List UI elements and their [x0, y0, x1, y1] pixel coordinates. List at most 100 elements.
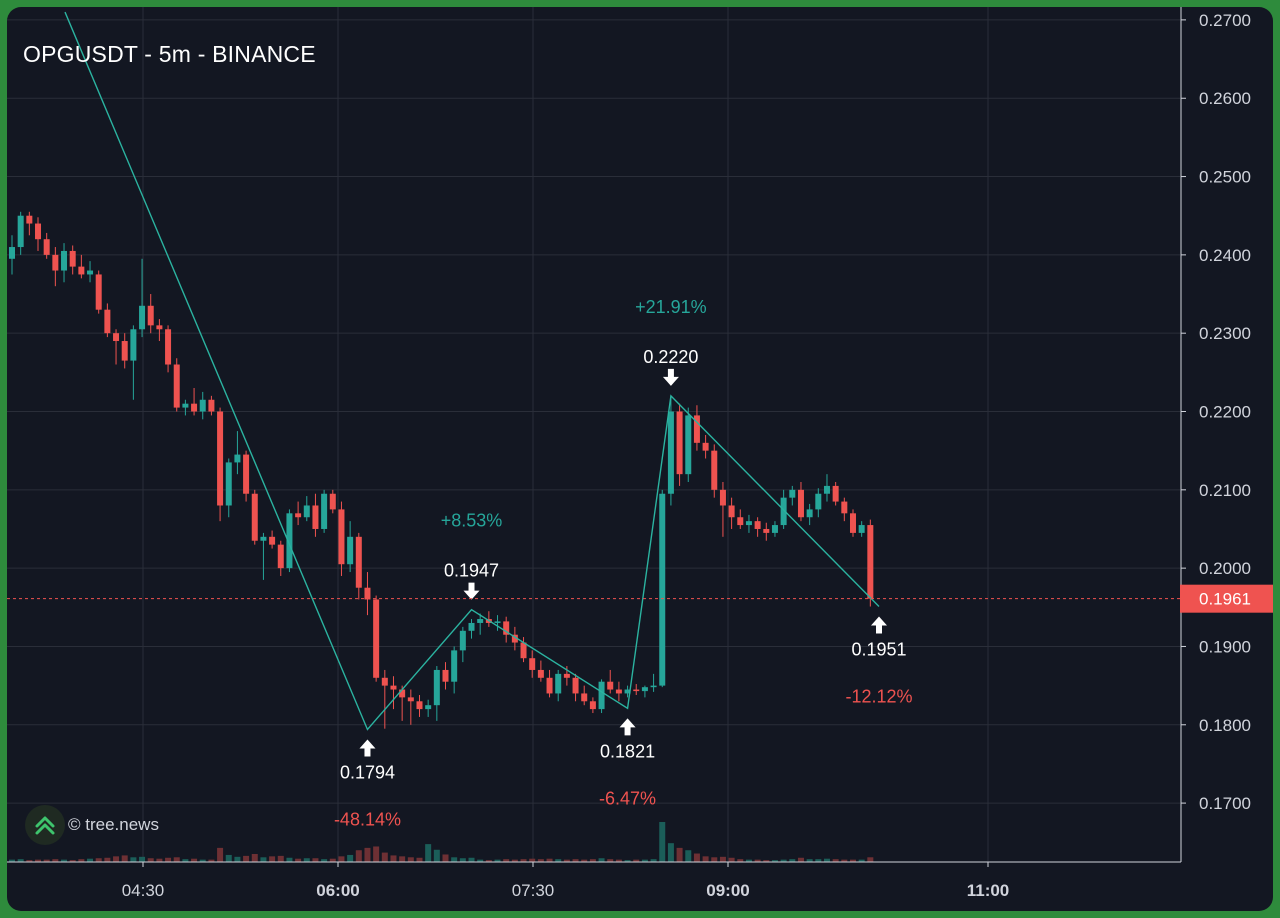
- candle-body: [555, 673, 562, 694]
- volume-bar: [225, 854, 232, 862]
- candle: [494, 615, 501, 631]
- candle-body: [425, 705, 432, 710]
- candle-body: [823, 485, 830, 494]
- x-tick-label: 04:30: [122, 881, 165, 900]
- candle-body: [433, 669, 440, 706]
- volume-bar: [841, 859, 848, 862]
- candle: [182, 399, 189, 416]
- candle: [234, 431, 241, 475]
- volume-bar: [130, 857, 137, 862]
- volume-bar: [69, 860, 76, 862]
- pivot-change-label: -48.14%: [334, 809, 401, 829]
- candle: [69, 245, 76, 275]
- pivot-change-label: +21.91%: [635, 297, 707, 317]
- candle: [702, 435, 709, 459]
- volume-bar: [745, 859, 752, 862]
- candle-body: [737, 517, 744, 526]
- candle-body: [17, 215, 24, 248]
- y-tick-label: 0.2700: [1199, 11, 1251, 30]
- pivot-arrow-up-icon: [619, 718, 636, 736]
- candle-body: [199, 399, 206, 412]
- candle-body: [78, 266, 85, 275]
- candle-body: [563, 673, 570, 678]
- volume-bar: [659, 822, 666, 862]
- candle-body: [624, 689, 631, 694]
- candle: [425, 699, 432, 717]
- candle: [520, 637, 527, 663]
- candle: [711, 444, 718, 498]
- candlestick-chart[interactable]: 0.1794 -48.14% 0.1947 +8.53% 0.1821 -6.47% 0.2…: [7, 7, 1273, 911]
- candle-body: [208, 399, 215, 412]
- candle-body: [303, 505, 310, 518]
- volume-bar: [797, 857, 804, 862]
- volume-bar: [312, 858, 319, 862]
- volume-bar: [529, 858, 536, 862]
- pivot-arrow-up-icon: [871, 616, 887, 634]
- candle: [754, 517, 761, 537]
- volume-bar: [321, 859, 328, 862]
- volume-bar: [61, 859, 68, 862]
- candle: [390, 676, 397, 710]
- candle-body: [347, 536, 354, 565]
- volume-bar: [329, 858, 336, 862]
- candle: [633, 684, 640, 696]
- current-price-tag: [1180, 584, 1273, 613]
- candle-body: [95, 274, 102, 310]
- volume-bar: [277, 855, 284, 862]
- candle-body: [156, 325, 163, 330]
- candle-body: [416, 701, 423, 710]
- volume-bar: [399, 856, 406, 862]
- candle: [858, 521, 865, 537]
- candle: [529, 650, 536, 678]
- candle: [191, 388, 198, 416]
- candle: [806, 503, 813, 526]
- candle: [468, 619, 475, 639]
- candle: [347, 521, 354, 573]
- candle: [61, 243, 68, 283]
- pivot-price-label: 0.1947: [444, 561, 499, 581]
- grid: [7, 7, 1180, 862]
- candle-body: [477, 619, 484, 623]
- candle-body: [520, 642, 527, 659]
- candle-body: [806, 509, 813, 518]
- volume-bar: [451, 857, 458, 862]
- candle-body: [728, 505, 735, 518]
- candle: [745, 514, 752, 533]
- volume-bar: [754, 859, 761, 862]
- pivot-change-label: +8.53%: [441, 511, 503, 531]
- candle-body: [867, 525, 874, 599]
- volume-bar: [685, 850, 692, 862]
- pivot-arrow-down-icon: [662, 368, 679, 386]
- candle: [312, 493, 319, 537]
- candle-body: [69, 250, 76, 267]
- candle-body: [113, 333, 120, 342]
- volume-bar: [139, 856, 146, 862]
- candle: [763, 522, 770, 541]
- candle-body: [676, 411, 683, 475]
- candle-body: [589, 701, 596, 710]
- volume-bar: [711, 857, 718, 862]
- candle-body: [329, 493, 336, 510]
- volume-bar: [503, 859, 510, 862]
- volume-bar: [650, 859, 657, 862]
- volume-bar: [295, 858, 302, 862]
- candle-body: [572, 677, 579, 694]
- candle: [95, 270, 102, 314]
- candle: [416, 695, 423, 717]
- candle: [641, 685, 648, 698]
- candle-body: [607, 681, 614, 690]
- candle-body: [529, 658, 536, 670]
- candle-body: [745, 521, 752, 526]
- volume-bar: [615, 859, 622, 862]
- candle-body: [373, 599, 380, 678]
- volume-bar: [347, 854, 354, 862]
- candle: [685, 407, 692, 482]
- pivot-change-label: -12.12%: [845, 687, 912, 707]
- candle: [329, 489, 336, 514]
- candle-body: [468, 622, 475, 631]
- volume-bar: [43, 859, 50, 862]
- pivot-arrow-down-icon: [463, 582, 480, 600]
- volume-bar: [147, 858, 154, 862]
- volume-bar: [407, 857, 414, 862]
- candle: [364, 572, 371, 616]
